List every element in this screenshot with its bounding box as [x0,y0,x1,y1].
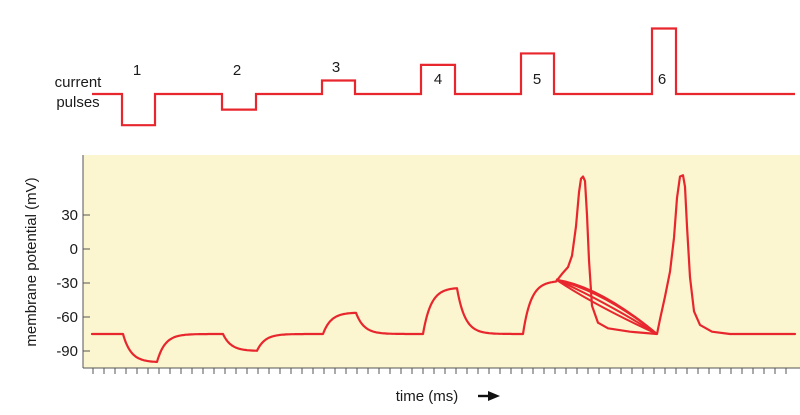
pulse-number-3: 3 [332,59,340,76]
y-axis-label: membrane potential (mV) [23,177,40,346]
pulse-label-line1: current [55,74,103,91]
pulse-number-1: 1 [133,62,141,79]
y-tick-label: 0 [70,241,78,258]
y-tick-label: -30 [56,275,78,292]
x-axis-label: time (ms) [396,388,459,405]
y-axis-ticks: 30 0 -30 -60 -90 [56,207,90,360]
subthreshold-decay-curves [555,278,658,335]
y-tick-label: 30 [61,207,78,224]
pulse-number-6: 6 [658,71,666,88]
time-arrow [478,391,500,401]
subthreshold-curve [555,278,658,335]
pulse-panel: current pulses 1 2 3 4 5 6 [55,27,795,127]
pulse-trace [92,27,795,127]
x-axis-ticks [92,368,787,374]
pulse-number-5: 5 [533,71,541,88]
potential-panel: 30 0 -30 -60 -90 membrane potential (mV) tim… [23,155,800,405]
subthreshold-curve [555,278,658,335]
subthreshold-curve [555,278,658,335]
pulse-label-line2: pulses [56,94,99,111]
membrane-potential-trace [90,174,797,363]
pulse-number-2: 2 [233,62,241,79]
pulse-number-4: 4 [434,71,442,88]
y-tick-label: -90 [56,343,78,360]
y-tick-label: -60 [56,309,78,326]
plot-background [83,155,800,368]
